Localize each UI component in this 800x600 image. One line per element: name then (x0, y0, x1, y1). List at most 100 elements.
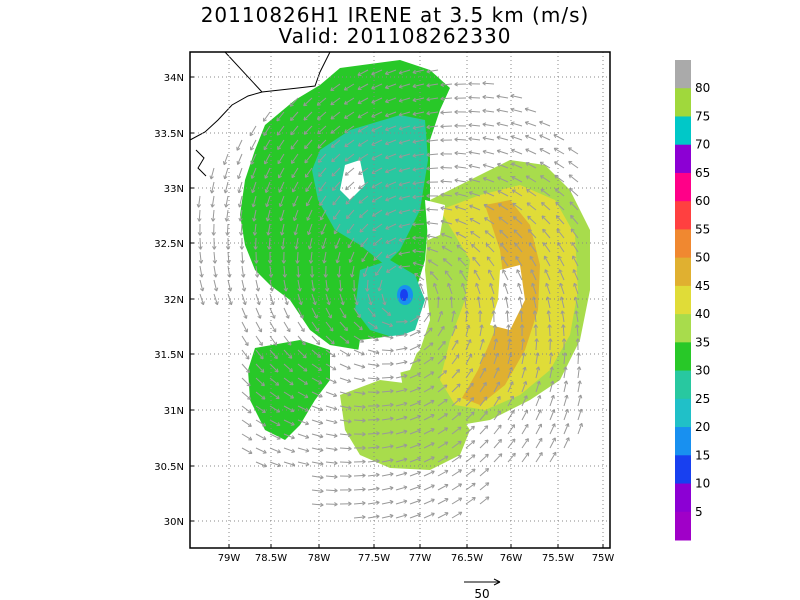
wind-vector (381, 293, 386, 306)
wind-vector (496, 95, 509, 99)
wind-vector (239, 209, 243, 222)
wind-vector (521, 409, 528, 421)
wind-vector-head (309, 274, 315, 278)
wind-vector (311, 461, 324, 465)
wind-vector (297, 293, 302, 305)
wind-vector (469, 218, 481, 225)
wind-vector (511, 149, 523, 155)
wind-vector (255, 419, 266, 427)
wind-vector-head (368, 301, 373, 306)
wind-vector-head (348, 501, 352, 507)
wind-vector-head (412, 194, 417, 200)
wind-vector (297, 335, 306, 346)
colorbar-segment (675, 370, 691, 400)
wind-vector-head (485, 482, 490, 487)
wind-vector-head (578, 422, 584, 427)
wind-vector-head (570, 228, 575, 233)
wind-vector-head (317, 353, 322, 358)
wind-vector-head (483, 396, 488, 401)
lon-tick-label: 77.5W (358, 553, 390, 564)
wind-vector (519, 296, 523, 309)
coastline-carolina (190, 52, 331, 141)
wind-vector-head (412, 97, 417, 103)
wind-vector (367, 474, 380, 477)
wind-vector (291, 167, 299, 178)
wind-vector (531, 283, 537, 295)
wind-vector-head (375, 271, 380, 276)
wind-vector-head (258, 341, 263, 346)
wind-vector-head (290, 131, 295, 136)
wind-vector (395, 347, 408, 351)
wind-vector-head (375, 500, 380, 505)
wind-vector (525, 162, 537, 169)
wind-vector-head (412, 111, 417, 116)
wind-vector (304, 139, 313, 149)
wind-vector (496, 122, 509, 127)
wind-vector-head (563, 366, 568, 371)
wind-vector (241, 321, 248, 333)
colorbar-label: 35 (695, 335, 710, 349)
lon-tick-label: 78W (308, 553, 331, 564)
wind-vector-head (430, 414, 435, 418)
wind-vector-head (398, 112, 403, 117)
wind-vector (521, 338, 524, 351)
wind-vectors (196, 69, 584, 520)
wind-vector-head (412, 181, 417, 186)
wind-vector-head (212, 259, 218, 264)
wind-vector (353, 335, 364, 343)
wind-vector (339, 279, 342, 292)
wind-vector-head (264, 189, 269, 193)
wind-vector (479, 439, 489, 449)
wind-vector (447, 283, 453, 295)
wind-vector-head (276, 449, 281, 454)
wind-vector-head (362, 473, 366, 478)
wind-vector (269, 377, 280, 386)
wind-vector-head (482, 81, 487, 86)
wind-vector (423, 342, 434, 351)
wind-vector (269, 321, 277, 333)
wind-vector-head (441, 245, 446, 250)
wind-vector-head (347, 432, 352, 438)
colorbar-label: 75 (695, 110, 710, 124)
wind-vector (283, 321, 291, 332)
wind-vector (330, 83, 341, 92)
wind-vector-head (347, 446, 352, 451)
wind-vector (444, 270, 453, 281)
wind-vector-head (361, 391, 366, 396)
wind-vector (426, 97, 439, 101)
wind-vector-head (492, 324, 498, 329)
wind-vector-head (290, 117, 294, 121)
wind-vector (385, 237, 397, 244)
wind-vector-head (565, 423, 570, 427)
wind-vector-head (472, 256, 477, 261)
wind-vector (357, 111, 369, 119)
wind-vector (339, 391, 352, 396)
wind-vector-head (398, 126, 403, 131)
wind-vector-head (290, 394, 295, 399)
wind-vector-head (457, 440, 462, 445)
wind-vector-head (294, 245, 299, 250)
wind-vector (366, 279, 369, 292)
wind-vector-head (262, 117, 267, 122)
wind-vector-head (389, 513, 394, 519)
wind-vector-head (244, 328, 248, 333)
wind-vector (465, 353, 473, 365)
wind-vector (255, 405, 266, 413)
wind-vector (507, 438, 516, 449)
wind-vector (465, 497, 476, 505)
wind-vector (398, 97, 411, 102)
wind-vector (304, 167, 313, 178)
wind-vector-head (540, 188, 545, 193)
wind-vector-head (333, 447, 338, 452)
wind-vector (269, 405, 280, 413)
wind-vector (465, 411, 475, 421)
wind-vector (549, 423, 556, 435)
wind-vector-head (571, 241, 576, 246)
wind-vector (484, 217, 495, 225)
wind-vector (227, 265, 231, 278)
wind-vector (451, 339, 459, 351)
wind-vector-head (280, 245, 286, 250)
wind-vector-head (348, 473, 352, 479)
wind-vector-head (237, 175, 242, 180)
wind-vector (330, 111, 341, 120)
